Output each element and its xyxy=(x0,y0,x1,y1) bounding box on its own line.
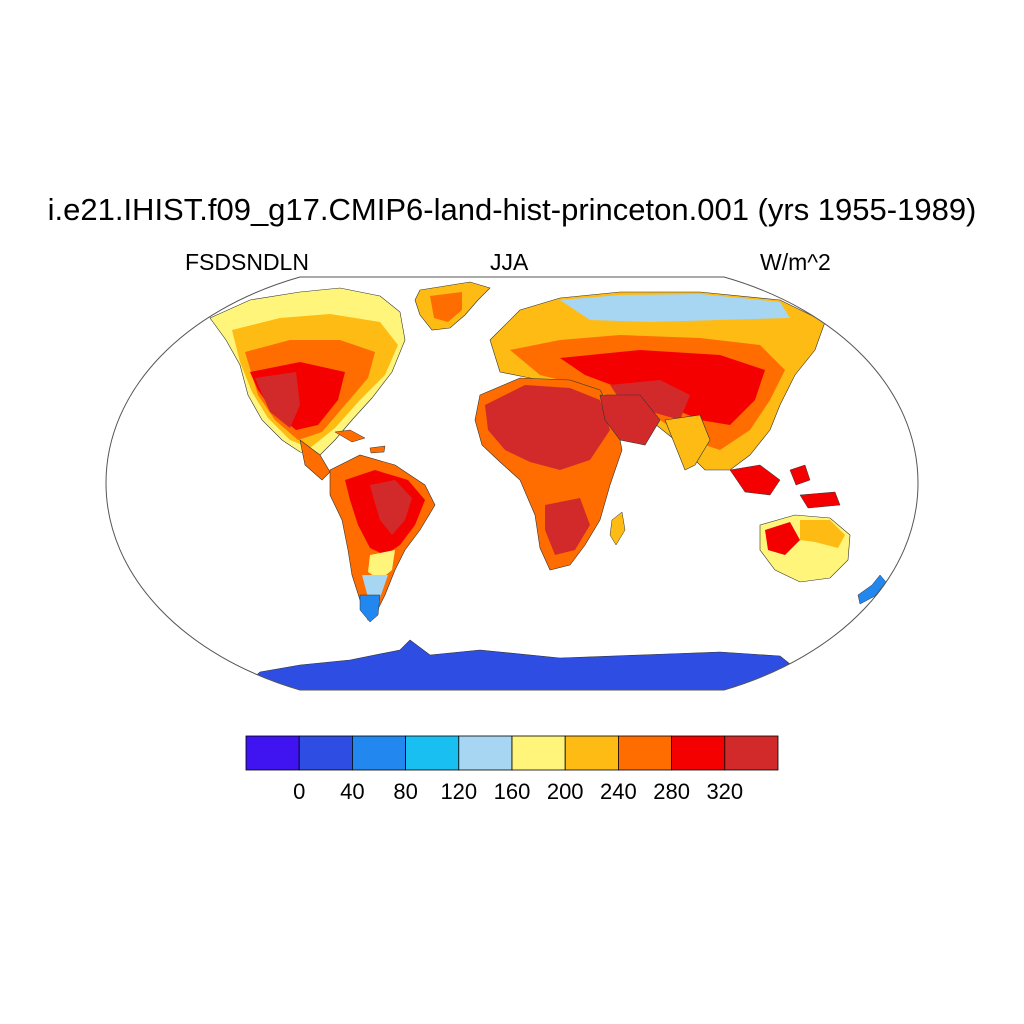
eurasia-arctic-coast xyxy=(560,294,790,322)
colorbar-tick-label: 200 xyxy=(547,779,584,804)
colorbar-swatch xyxy=(564,735,619,771)
caribbean-islands xyxy=(334,429,386,454)
madagascar-region xyxy=(609,511,626,546)
central-america-region xyxy=(299,439,331,481)
variable-label: FSDSNDLN xyxy=(185,249,309,275)
colorbar-tick-label: 320 xyxy=(706,779,743,804)
australia-hot-zone xyxy=(765,522,800,555)
north-america-max-zone xyxy=(255,372,300,428)
colorbar xyxy=(245,735,779,771)
colorbar-tick-label: 240 xyxy=(600,779,637,804)
season-label: JJA xyxy=(490,249,529,275)
south-america-cool-zone xyxy=(368,550,395,580)
colorbar-swatch xyxy=(351,735,406,771)
colorbar-swatch xyxy=(511,735,566,771)
antarctica-region xyxy=(239,639,811,690)
colorbar-tick-label: 280 xyxy=(653,779,690,804)
colorbar-swatch xyxy=(618,735,673,771)
south-america-tip xyxy=(359,594,381,623)
land-field xyxy=(209,281,887,690)
colorbar-swatch xyxy=(245,735,300,771)
colorbar-tick-label: 160 xyxy=(494,779,531,804)
colorbar-tick-label: 80 xyxy=(393,779,417,804)
australia-warm-zone xyxy=(800,520,845,548)
greenland-core xyxy=(430,292,462,322)
eurasia-max-zone xyxy=(610,380,690,420)
colorbar-tick-label: 0 xyxy=(293,779,305,804)
southeast-asia-islands xyxy=(729,464,841,509)
india-region xyxy=(664,414,711,471)
colorbar-tick-label: 120 xyxy=(440,779,477,804)
africa-south-max-zone xyxy=(545,498,590,555)
colorbar-swatch xyxy=(405,735,460,771)
units-label: W/m^2 xyxy=(760,249,831,275)
colorbar-tick-label: 40 xyxy=(340,779,364,804)
colorbar-swatch xyxy=(724,735,779,771)
map-projection-border xyxy=(105,276,919,691)
africa-max-zone xyxy=(485,385,610,470)
colorbar-ticks: 0 40 80 120 160 200 240 280 320 xyxy=(293,779,743,804)
map-title: i.e21.IHIST.f09_g17.CMIP6-land-hist-prin… xyxy=(47,192,977,227)
south-america-max-zone xyxy=(370,480,412,535)
colorbar-swatch xyxy=(458,735,513,771)
arabia-region xyxy=(599,394,661,446)
colorbar-swatch xyxy=(671,735,726,771)
colorbar-swatch xyxy=(298,735,353,771)
